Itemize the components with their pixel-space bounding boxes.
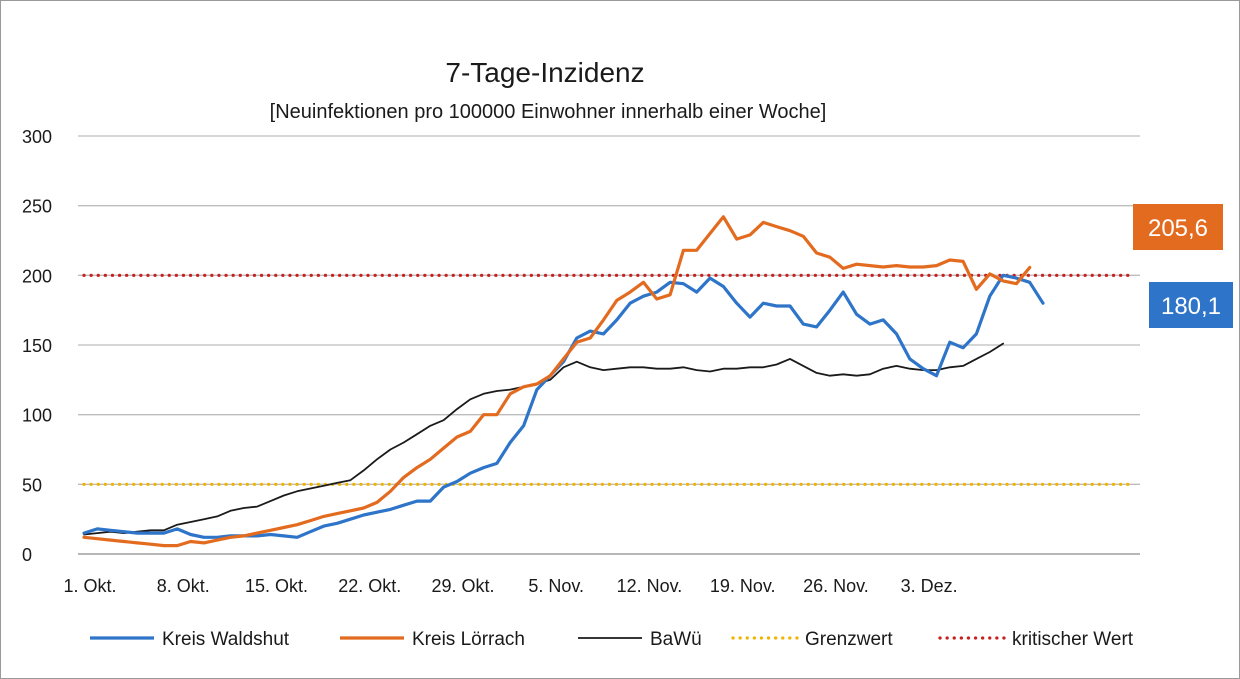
series-line-bawü: [83, 342, 1004, 536]
chart-title: 7-Tage-Inzidenz: [445, 57, 644, 88]
x-tick-label: 8. Okt.: [157, 576, 210, 596]
x-tick-label: 1. Okt.: [63, 576, 116, 596]
callout-box: [1133, 204, 1223, 250]
legend-label-kreis-lörrach: Kreis Lörrach: [412, 629, 525, 650]
series-lines: [82, 215, 1130, 548]
series-line-kreis-waldshut: [82, 273, 1045, 539]
x-tick-label: 3. Dez.: [901, 576, 958, 596]
x-tick-label: 26. Nov.: [803, 576, 869, 596]
y-tick-label: 0: [22, 545, 32, 565]
y-axis-ticks: 0 50 100 150 200 250 300: [22, 127, 52, 565]
gridlines: [78, 135, 1140, 555]
x-tick-label: 29. Okt.: [431, 576, 494, 596]
y-tick-label: 100: [22, 406, 52, 426]
x-tick-label: 15. Okt.: [245, 576, 308, 596]
y-tick-label: 200: [22, 266, 52, 286]
legend-label-kritischer-wert: kritischer Wert: [1012, 629, 1134, 650]
y-tick-label: 50: [22, 475, 42, 495]
callout-label: 180,1: [1161, 293, 1221, 320]
chart-subtitle: [Neuinfektionen pro 100000 Einwohner inn…: [270, 101, 827, 123]
x-tick-label: 12. Nov.: [617, 576, 683, 596]
callout-box: [1149, 282, 1233, 328]
x-axis-ticks: 1. Okt. 8. Okt. 15. Okt. 22. Okt. 29. Okt. 5.…: [63, 576, 957, 596]
callout-label: 205,6: [1148, 215, 1208, 242]
legend: Kreis Waldshut Kreis Lörrach BaWü Grenzwert…: [90, 629, 1134, 650]
y-tick-label: 300: [22, 127, 52, 147]
x-tick-label: 22. Okt.: [338, 576, 401, 596]
y-tick-label: 250: [22, 197, 52, 217]
legend-label-grenzwert: Grenzwert: [805, 629, 893, 650]
value-callouts: 205,6 180,1: [1133, 204, 1233, 328]
x-tick-label: 19. Nov.: [710, 576, 776, 596]
legend-label-kreis-waldshut: Kreis Waldshut: [162, 629, 290, 650]
legend-label-bawü: BaWü: [650, 629, 702, 650]
y-tick-label: 150: [22, 336, 52, 356]
x-tick-label: 5. Nov.: [528, 576, 584, 596]
series-line-kreis-lörrach: [82, 215, 1032, 548]
